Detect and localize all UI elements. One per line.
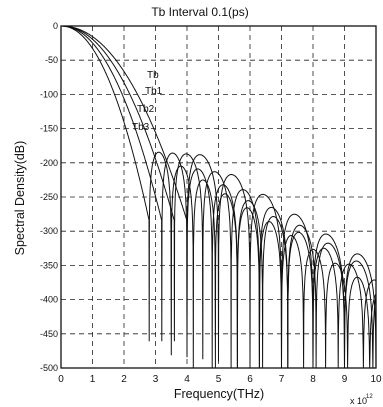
y-tick-label: -450: [40, 329, 58, 339]
y-tick-label: -250: [40, 192, 58, 202]
series-label-tb2: Tb2: [137, 104, 155, 115]
y-tick-labels: 0 -50 -100 -150 -200 -250 -300 -350 -400 -450 -500: [40, 21, 58, 373]
y-tick-label: -50: [45, 55, 58, 65]
x-tick-label: 9: [342, 374, 348, 385]
series-label-tb: Tb: [147, 70, 159, 81]
x-tick-label: 2: [121, 374, 127, 385]
series-label-tb3: Tb3: [132, 122, 150, 133]
y-tick-label: -500: [40, 363, 58, 373]
chart-title: Tb Interval 0.1(ps): [151, 5, 248, 19]
y-tick-label: -400: [40, 295, 58, 305]
x-tick-label: 6: [247, 374, 253, 385]
series-labels: Tb Tb1 Tb2 Tb3: [132, 70, 163, 133]
x-tick-label: 4: [184, 374, 190, 385]
x-axis-multiplier: x 10 12: [350, 394, 373, 406]
y-tick-label: -150: [40, 124, 58, 134]
y-tick-label: 0: [53, 21, 58, 31]
y-tick-label: -300: [40, 226, 58, 236]
x-tick-label: 5: [216, 374, 222, 385]
x-tick-labels: 0 1 2 3 4 5 6 7 8 9 10: [58, 374, 382, 385]
y-axis-label: Spectral Density(dB): [13, 141, 27, 256]
x-multiplier-exponent: 12: [366, 394, 373, 400]
x-axis-label: Frequency(THz): [174, 387, 264, 401]
series-label-tb1: Tb1: [145, 86, 163, 97]
x-tick-label: 0: [58, 374, 64, 385]
x-tick-label: 1: [90, 374, 96, 385]
x-tick-label: 7: [279, 374, 285, 385]
x-tick-label: 3: [153, 374, 159, 385]
y-tick-label: -350: [40, 260, 58, 270]
y-tick-label: -100: [40, 89, 58, 99]
x-tick-label: 10: [370, 374, 382, 385]
y-tick-label: -200: [40, 158, 58, 168]
x-tick-label: 8: [310, 374, 316, 385]
x-multiplier-text: x 10: [350, 396, 367, 406]
